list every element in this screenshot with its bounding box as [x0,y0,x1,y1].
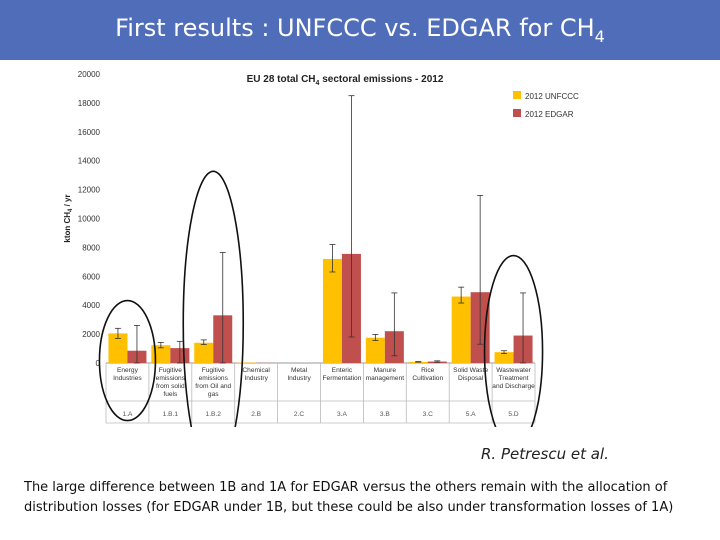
y-tick-label: 18000 [78,99,101,108]
highlight-ellipse [182,170,245,427]
x-category-label: management [366,375,405,382]
x-category-label: Industry [287,375,311,382]
x-category-code: 3.A [337,411,347,418]
highlight-ellipse [98,299,157,422]
x-category-label: Chemical [242,367,270,374]
x-category-label: Fugitive [202,367,225,374]
chart-title-subscript: 4 [316,80,320,87]
x-category-label: gas [208,391,219,398]
x-category-code: 1.B.2 [206,411,222,418]
x-category-label: Wastewater [496,367,531,374]
x-category-label: Industries [113,375,142,382]
x-category-label: Treatment [499,375,529,382]
bar-unfccc [365,337,385,363]
slide-title: First results : UNFCCC vs. EDGAR for CH4 [115,14,605,46]
x-category-code: 2.C [294,411,304,418]
legend-label: 2012 EDGAR [525,110,574,119]
y-tick-label: 0 [96,359,101,368]
y-tick-label: 12000 [78,186,101,195]
chart-title-rest: sectoral emissions - 2012 [319,74,443,85]
y-axis-label-rest: / yr [63,194,72,208]
y-axis-label: kton CH4 / yr [63,194,74,242]
bar-unfccc [322,258,342,363]
y-tick-label: 10000 [78,215,101,224]
y-tick-label: 20000 [78,70,101,79]
y-tick-label: 2000 [82,330,100,339]
bar-unfccc [108,333,128,363]
x-category-label: Disposal [458,375,484,382]
x-category-label: Solid Waste [453,367,488,374]
y-tick-label: 16000 [78,128,101,137]
x-category-label: fuels [163,391,178,398]
x-category-label: emissions [156,375,186,382]
y-axis-label-text: kton CH [63,212,72,243]
legend-swatch [513,109,521,117]
x-category-label: emissions [199,375,229,382]
y-tick-label: 8000 [82,243,100,252]
x-category-code: 3.B [380,411,390,418]
bar-unfccc [194,342,214,363]
y-tick-label: 4000 [82,301,100,310]
x-category-code: 5.A [466,411,476,418]
y-axis-label-subscript: 4 [68,208,74,212]
x-category-label: Cultivation [412,375,443,382]
x-category-label: and Discharge [492,383,535,390]
x-category-code: 3.C [423,411,433,418]
legend-swatch [513,91,521,99]
slide-note: The large difference between 1B and 1A f… [24,480,674,515]
x-category-code: 1.B.1 [163,411,179,418]
bar-chart: EU 28 total CH4 sectoral emissions - 201… [63,70,579,427]
x-category-label: Rice [421,367,435,374]
author-citation: R. Petrescu et al. [481,445,609,463]
x-category-label: Metal [291,367,308,374]
x-category-label: Energy [117,367,139,374]
x-category-code: 2.B [251,411,261,418]
y-tick-label: 14000 [78,157,101,166]
x-category-label: Enteric [332,367,353,374]
x-category-label: Fermentation [323,375,362,382]
chart-title: EU 28 total CH4 sectoral emissions - 201… [247,74,444,87]
highlight-ellipse [483,254,544,427]
x-category-code: 1.A [122,411,132,418]
legend-label: 2012 UNFCCC [525,92,579,101]
chart-title-text: EU 28 total CH [247,74,316,85]
bar-unfccc [451,296,471,363]
y-tick-label: 6000 [82,272,100,281]
bar-unfccc [494,352,514,363]
x-category-label: Industry [244,375,268,382]
x-category-label: from Oil and [195,383,231,390]
slide-header: First results : UNFCCC vs. EDGAR for CH4 [0,0,720,60]
x-category-label: Manure [374,367,397,374]
x-category-code: 5.D [508,411,518,418]
x-category-label: from solid [156,383,185,390]
x-category-label: Fugitive [159,367,182,374]
